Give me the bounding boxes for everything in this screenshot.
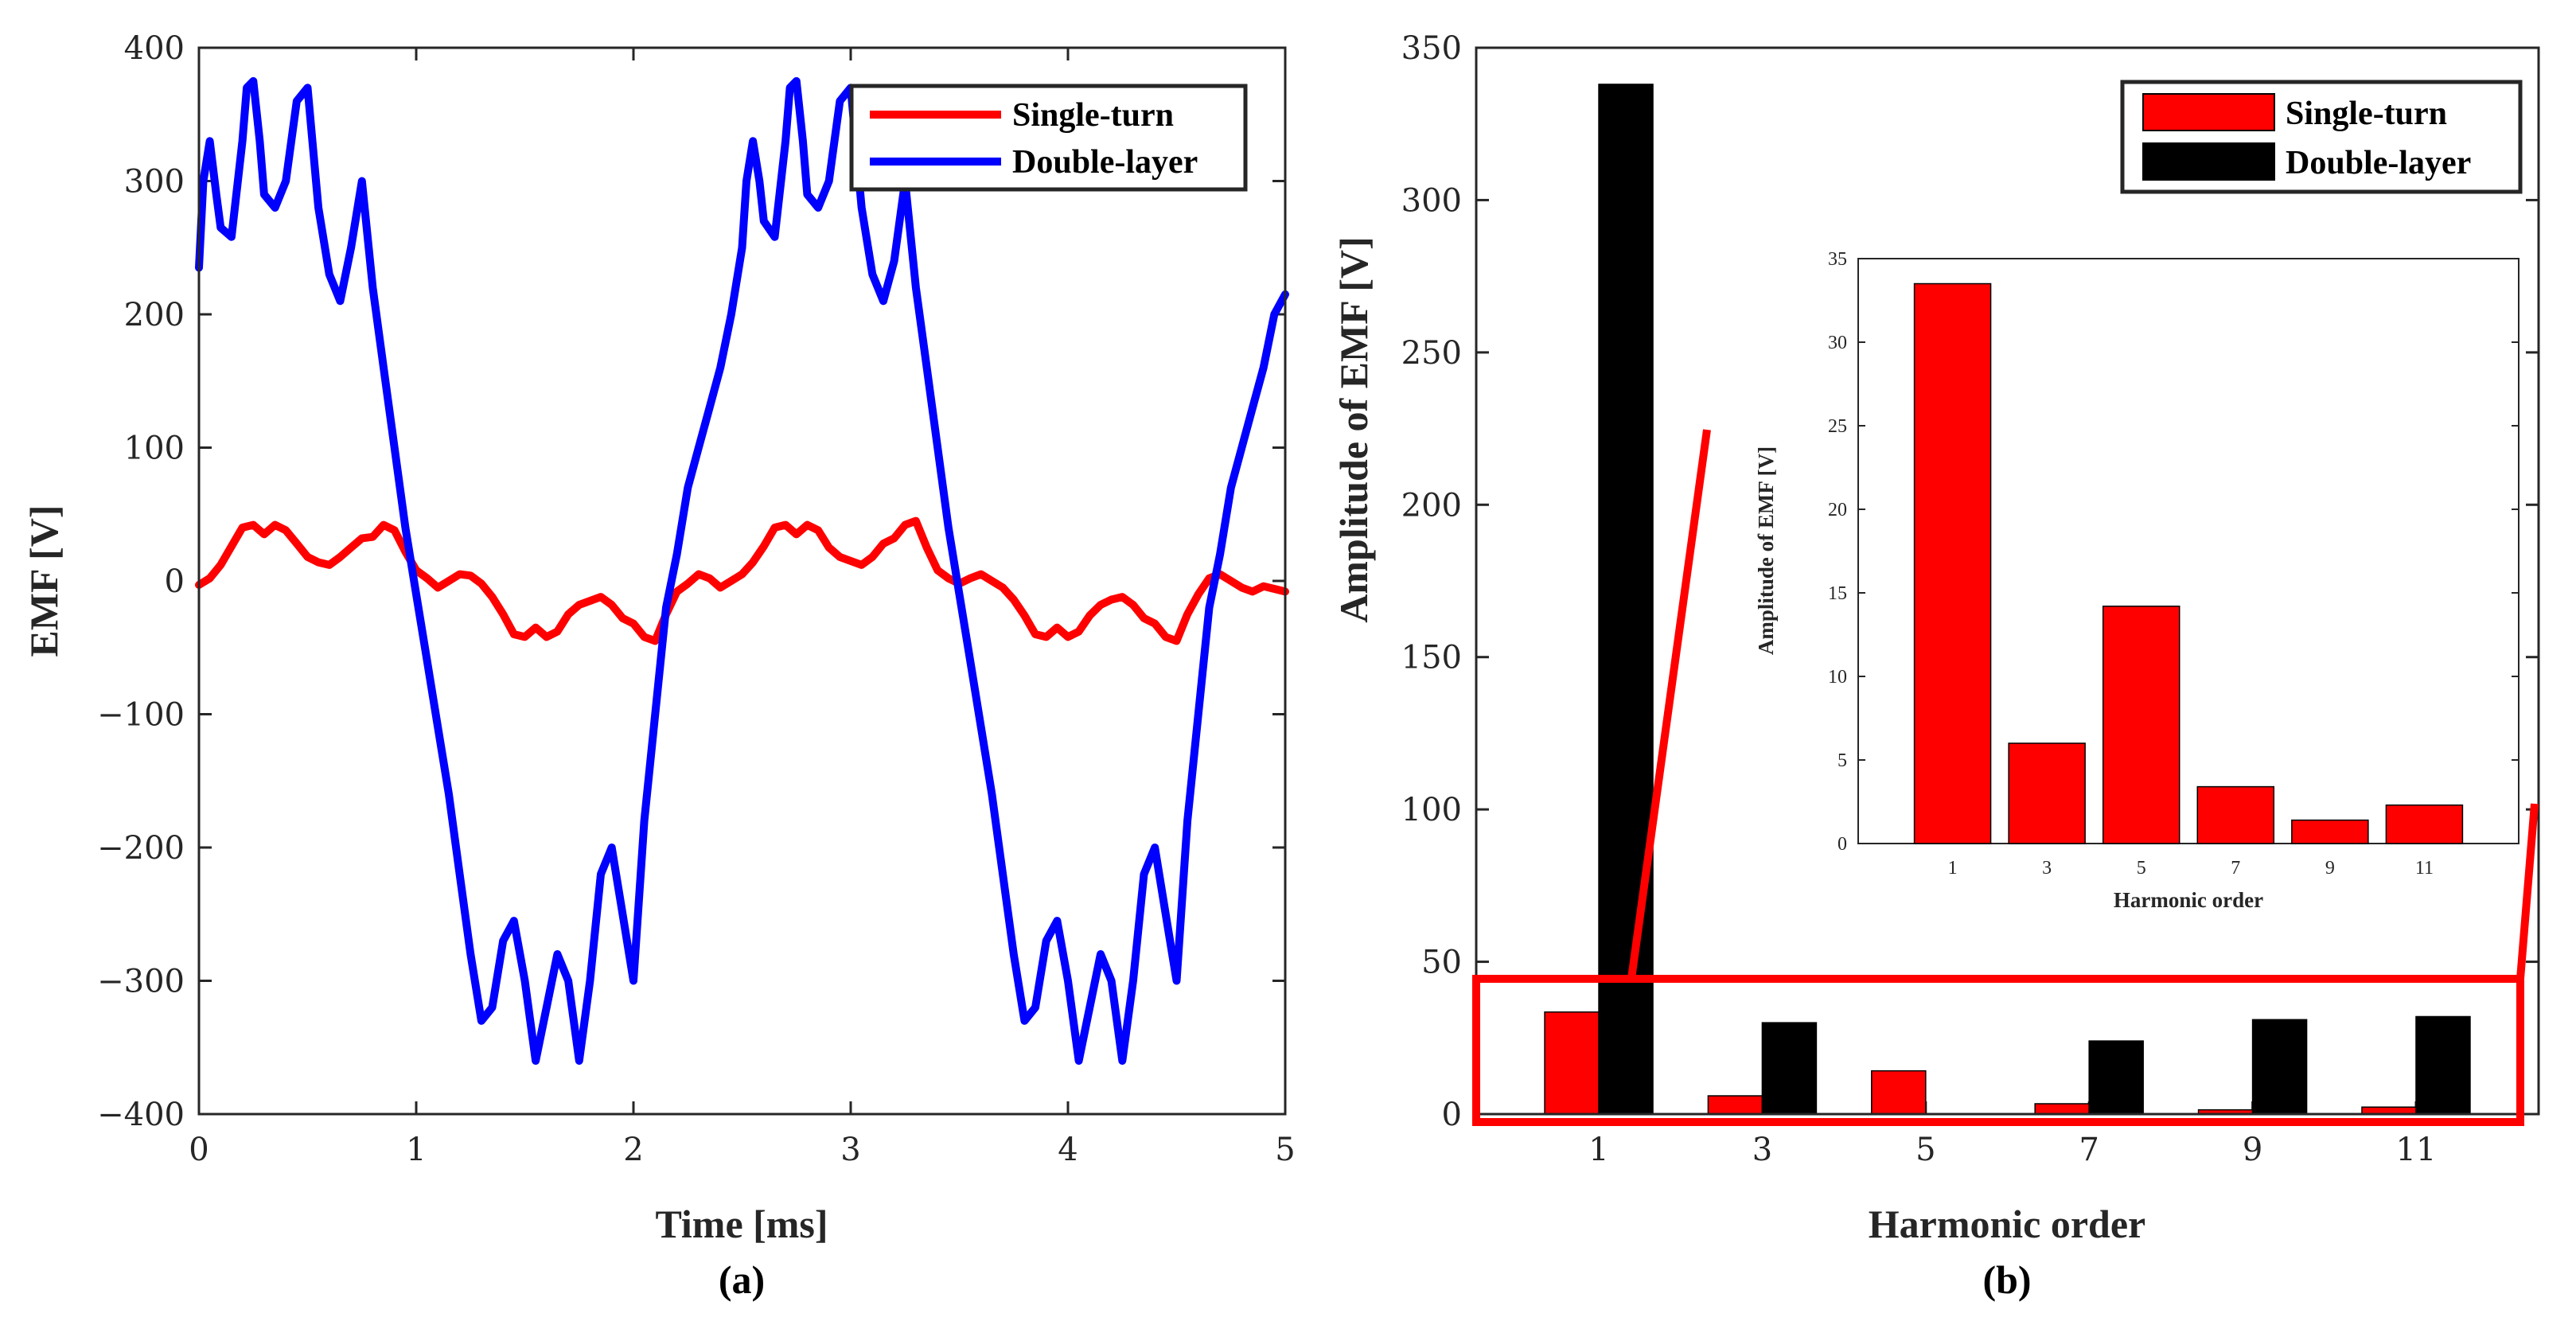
inset-y-tick-label: 25 [1828, 416, 1847, 437]
inset-bars [1913, 283, 2464, 844]
panel-b-x-axis-label: Harmonic order [1869, 1202, 2146, 1246]
panel-b-caption: (b) [1982, 1257, 2031, 1302]
bar-double-layer-7 [2088, 1040, 2144, 1115]
x-tick-label: 9 [2243, 1132, 2262, 1168]
bar-single-turn-3 [1707, 1095, 1763, 1115]
inset-bar-7 [2196, 785, 2275, 844]
x-tick-label: 4 [1058, 1132, 1078, 1168]
x-tick-label: 5 [1915, 1132, 1935, 1168]
bar-double-layer-11 [2415, 1015, 2471, 1115]
bar-double-layer-1 [1598, 84, 1654, 1115]
panel-a-legend: Single-turn Double-layer [849, 84, 1248, 192]
zoom-highlight-box [1472, 975, 2524, 1126]
inset-bar-1 [1913, 283, 1992, 844]
panel-b-y-axis-label: Amplitude of EMF [V] [1331, 236, 1376, 623]
x-tick-label: 11 [2396, 1132, 2437, 1168]
x-tick-label: 7 [2079, 1132, 2099, 1168]
zoom-connector-right [2516, 803, 2539, 980]
inset-bar-3 [2008, 742, 2086, 844]
inset-y-axis-label: Amplitude of EMF [V] [1754, 446, 1778, 655]
panel-b-axes-box [1475, 46, 2540, 1116]
inset-y-tick-label: 30 [1828, 333, 1847, 353]
x-tick-label: 1 [406, 1132, 426, 1168]
inset-y-tick-label: 0 [1837, 834, 1847, 855]
inset-x-tick-label: 1 [1948, 858, 1958, 879]
panel-a: −400 −300 −200 −100 0 100 200 300 400 0 1 2 3 4 5 Sin… [21, 30, 1296, 1302]
panel-a-caption: (a) [719, 1257, 765, 1302]
legend-label-double-layer: Double-layer [1012, 144, 1198, 181]
x-tick-label: 0 [189, 1132, 208, 1168]
y-tick-label: −300 [97, 964, 185, 1000]
y-tick-label: −100 [97, 697, 185, 734]
x-tick-label: 3 [840, 1132, 860, 1168]
inset-y-tick-labels: 0 5 10 15 20 25 30 35 [1828, 249, 1847, 855]
inset-x-tick-labels: 1 3 5 7 9 11 [1948, 858, 2434, 879]
panel-b-legend: Single-turn Double-layer [2120, 80, 2523, 194]
bar-double-layer-3 [1761, 1022, 1818, 1115]
inset-y-tick-label: 35 [1828, 249, 1847, 270]
panel-a-x-tick-labels: 0 1 2 3 4 5 [189, 1132, 1295, 1168]
bar-single-turn-1 [1544, 1011, 1600, 1115]
y-tick-label: 400 [124, 30, 185, 67]
x-tick-label: 1 [1588, 1132, 1608, 1168]
y-tick-label: 150 [1401, 640, 1462, 676]
y-tick-label: 200 [1401, 487, 1462, 524]
legend-label-single-turn: Single-turn [2286, 95, 2447, 132]
inset-x-tick-label: 3 [2042, 858, 2052, 879]
legend-swatch-double-layer [2142, 142, 2275, 181]
inset-y-tick-label: 15 [1828, 583, 1847, 604]
panel-a-x-axis-label: Time [ms] [655, 1202, 828, 1246]
y-tick-label: 100 [124, 431, 185, 467]
inset-x-axis-label: Harmonic order [2114, 888, 2263, 912]
y-tick-label: 300 [124, 164, 185, 201]
inset-y-tick-label: 20 [1828, 500, 1847, 520]
x-tick-label: 5 [1275, 1132, 1295, 1168]
panel-a-y-tick-labels: −400 −300 −200 −100 0 100 200 300 400 [97, 30, 185, 1133]
zoom-highlight [1472, 429, 2539, 1126]
panel-b-x-tick-labels: 1 3 5 7 9 11 [1588, 1132, 2436, 1168]
inset-x-tick-label: 7 [2231, 858, 2240, 879]
inset-y-tick-label: 10 [1828, 667, 1847, 688]
y-tick-label: 0 [1442, 1097, 1462, 1133]
x-tick-label: 2 [623, 1132, 643, 1168]
panel-b-y-tick-labels: 0 50 100 150 200 250 300 350 [1401, 30, 1462, 1133]
y-tick-label: 350 [1401, 30, 1462, 67]
inset-bar-11 [2385, 804, 2464, 844]
inset-bar-5 [2102, 606, 2180, 844]
legend-label-single-turn: Single-turn [1012, 97, 1174, 134]
inset-x-tick-label: 11 [2415, 858, 2434, 879]
y-tick-label: −200 [97, 830, 185, 867]
zoom-connector-left [1627, 429, 1711, 980]
panel-a-axes-box [197, 46, 1287, 1116]
panel-a-series-lines [195, 76, 1289, 1065]
series-line-double-layer [195, 76, 1289, 1065]
series-line-single-turn [195, 516, 1289, 645]
y-tick-label: 100 [1401, 792, 1462, 828]
panel-b-bars [1544, 84, 2471, 1115]
inset-x-tick-label: 9 [2325, 858, 2335, 879]
bar-single-turn-5 [1871, 1070, 1927, 1115]
legend-label-double-layer: Double-layer [2286, 145, 2471, 181]
y-tick-label: −400 [97, 1097, 185, 1133]
y-tick-label: 250 [1401, 335, 1462, 372]
bar-single-turn-7 [2034, 1103, 2090, 1115]
y-tick-label: 50 [1421, 945, 1462, 981]
y-tick-label: 0 [165, 563, 185, 600]
inset-y-tick-label: 5 [1837, 750, 1847, 771]
y-tick-label: 200 [124, 297, 185, 333]
panel-a-legend-box [849, 84, 1248, 192]
panel-a-y-axis-label: EMF [V] [21, 505, 66, 657]
inset-bar-9 [2291, 819, 2369, 844]
x-tick-label: 3 [1752, 1132, 1772, 1168]
y-tick-label: 300 [1401, 182, 1462, 219]
legend-swatch-single-turn [2142, 93, 2275, 131]
inset-x-tick-label: 5 [2137, 858, 2146, 879]
bar-double-layer-9 [2251, 1019, 2308, 1115]
